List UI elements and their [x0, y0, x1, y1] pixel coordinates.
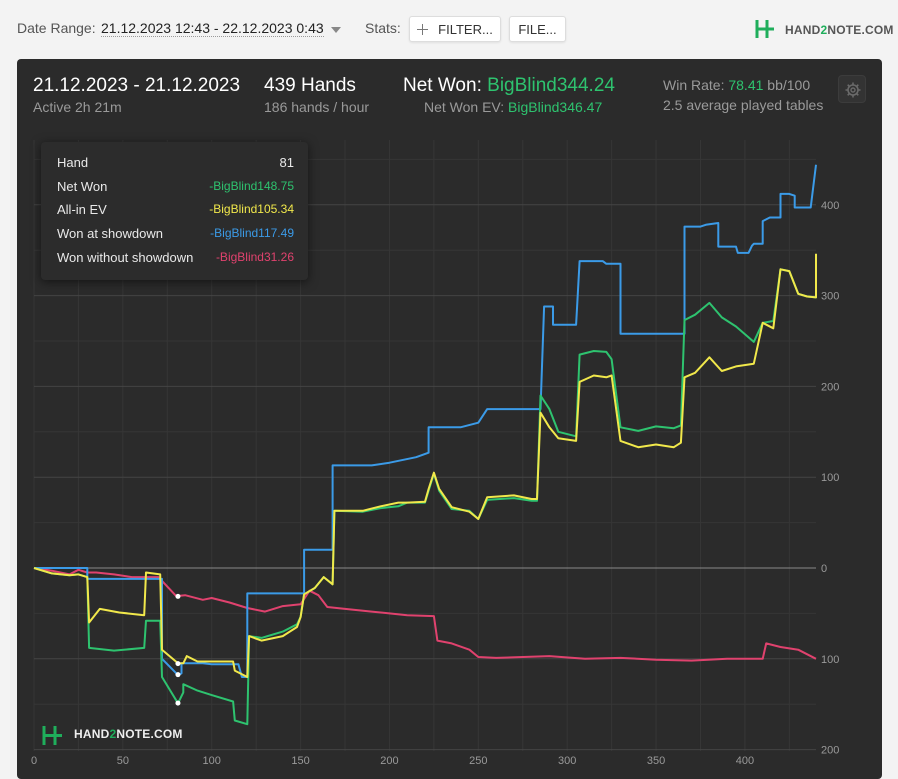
- hand2note-logo-icon: [755, 20, 774, 38]
- filter-button[interactable]: FILTER...: [409, 16, 501, 42]
- tooltip-label: Net Won: [57, 178, 108, 194]
- net-won-summary: Net Won: BigBlind344.24: [403, 75, 615, 96]
- tooltip-row: All-in EV -BigBlind105.34: [57, 202, 294, 220]
- series-line-net-won: [33, 255, 817, 726]
- brand-name[interactable]: HAND2NOTE.COM: [785, 23, 894, 37]
- axis-labels: 400 300 200 100 0 100 200 0 50 100 150 200 250 300 350…: [31, 200, 839, 765]
- watermark-text: HAND2NOTE.COM: [74, 727, 183, 741]
- hover-point: [175, 661, 181, 667]
- tooltip-value: -BigBlind117.49: [210, 226, 294, 241]
- tooltip-row: Won at showdown -BigBlind117.49: [57, 226, 294, 244]
- y-tick-label: 100: [821, 472, 839, 484]
- tooltip-label: Won without showdown: [57, 249, 194, 265]
- tooltip-value: -BigBlind31.26: [215, 249, 294, 264]
- settings-button[interactable]: [838, 75, 866, 103]
- hover-point: [175, 700, 181, 706]
- toolbar: Date Range: 21.12.2023 12:43 - 22.12.202…: [0, 0, 898, 58]
- hover-point: [175, 672, 181, 678]
- x-tick-label: 250: [469, 755, 487, 765]
- chevron-down-icon[interactable]: [331, 27, 341, 33]
- x-tick-label: 50: [117, 755, 129, 765]
- y-tick-label: 0: [821, 563, 827, 575]
- hand2note-logo-icon: [42, 726, 62, 745]
- y-tick-label: 300: [821, 291, 839, 303]
- series-line-non-showdown: [33, 567, 817, 662]
- filter-button-label: FILTER...: [438, 21, 493, 37]
- active-time: Active 2h 21m: [33, 99, 122, 115]
- tooltip-row: Hand 81: [57, 155, 294, 173]
- tooltip-row: Net Won -BigBlind148.75: [57, 179, 294, 197]
- net-won-ev-summary: Net Won EV: BigBlind346.47: [424, 99, 603, 115]
- win-rate: Win Rate: 78.41 bb/100: [663, 77, 811, 93]
- y-tick-label: 100: [821, 654, 839, 666]
- hands-count: 439 Hands: [264, 75, 356, 96]
- tooltip-value: 81: [279, 155, 294, 170]
- date-range-dropdown[interactable]: 21.12.2023 12:43 - 22.12.2023 0:43: [101, 20, 324, 37]
- x-tick-label: 150: [291, 755, 309, 765]
- tooltip-value: -BigBlind148.75: [209, 178, 294, 193]
- date-summary: 21.12.2023 - 21.12.2023: [33, 75, 241, 96]
- gear-icon: [845, 82, 861, 98]
- y-tick-label: 200: [821, 745, 839, 757]
- series-lines: [33, 164, 817, 726]
- x-tick-label: 400: [736, 755, 754, 765]
- y-tick-label: 200: [821, 381, 839, 393]
- series-line-allin-ev: [33, 253, 817, 678]
- y-tick-label: 400: [821, 200, 839, 212]
- tooltip-label: Hand: [57, 155, 89, 170]
- hand2note-watermark: HAND2NOTE.COM: [36, 718, 186, 752]
- plus-icon: [417, 23, 429, 35]
- tooltip-row: Won without showdown -BigBlind31.26: [57, 250, 294, 268]
- tooltip-label: All-in EV: [57, 202, 107, 218]
- file-button[interactable]: FILE...: [509, 16, 566, 42]
- tooltip-label: Won at showdown: [57, 226, 163, 242]
- hover-point: [175, 593, 181, 599]
- x-tick-label: 350: [647, 755, 665, 765]
- x-tick-label: 300: [558, 755, 576, 765]
- x-tick-label: 0: [31, 755, 37, 765]
- hover-tooltip: Hand 81 Net Won -BigBlind148.75 All-in EV -Bi…: [41, 142, 308, 280]
- hands-per-hour: 186 hands / hour: [264, 99, 370, 115]
- stats-label: Stats:: [365, 20, 401, 36]
- file-button-label: FILE...: [518, 21, 557, 37]
- tooltip-value: -BigBlind105.34: [209, 202, 294, 217]
- date-range-label: Date Range:: [17, 20, 96, 36]
- series-line-showdown: [34, 164, 817, 678]
- hover-markers: [175, 593, 181, 706]
- x-tick-label: 100: [203, 755, 221, 765]
- x-tick-label: 200: [380, 755, 398, 765]
- avg-tables: 2.5 average played tables: [663, 97, 824, 113]
